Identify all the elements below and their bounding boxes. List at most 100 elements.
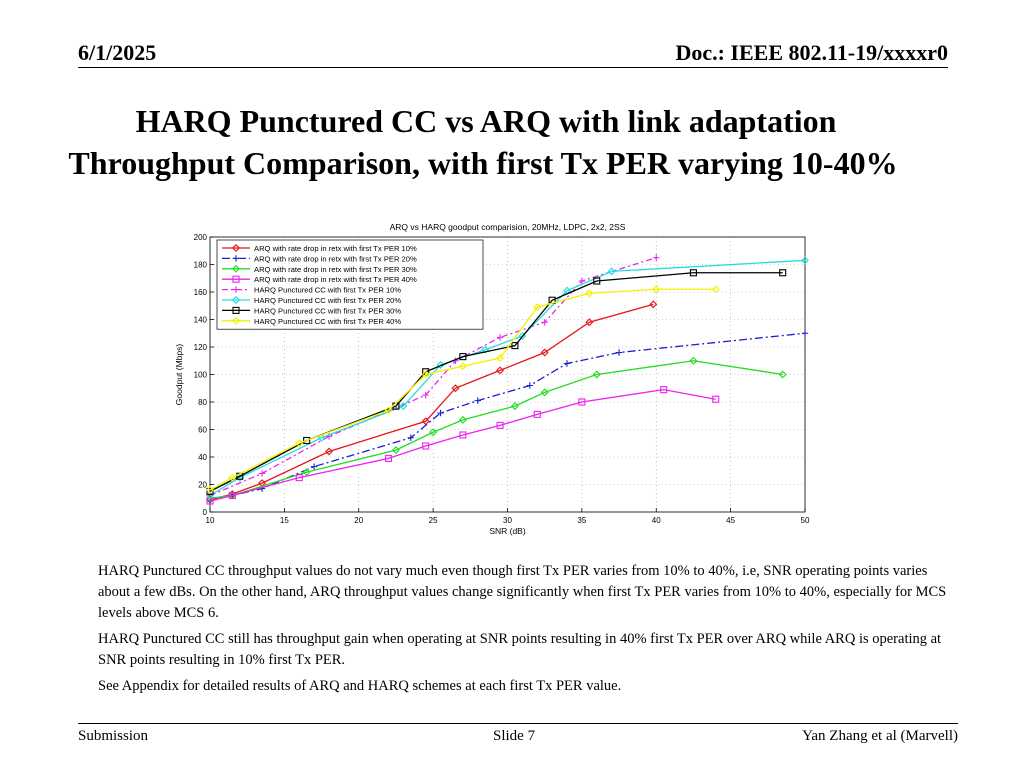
legend-box [216, 239, 484, 330]
data-point [533, 410, 541, 418]
data-point [325, 447, 333, 456]
body-paragraph-1: HARQ Punctured CC throughput values do n… [98, 563, 947, 621]
legend-label: HARQ Punctured CC with first Tx PER 10% [254, 286, 401, 295]
series-line [209, 272, 783, 492]
slide-title-line-1: HARQ Punctured CC vs ARQ with link adapt… [135, 103, 837, 139]
x-tick-label: 40 [652, 516, 661, 525]
y-tick-label: 0 [203, 508, 208, 517]
legend-label: ARQ with rate drop in retx with first Tx… [254, 244, 417, 253]
x-tick-label: 50 [801, 516, 810, 525]
data-point [689, 356, 698, 365]
data-point [458, 415, 467, 424]
data-point [459, 353, 467, 361]
series-line [209, 332, 806, 502]
data-point [801, 330, 809, 337]
series-8 [206, 285, 720, 494]
series-line [209, 388, 716, 502]
series-line [209, 288, 716, 491]
data-point [779, 269, 787, 277]
data-point [391, 446, 400, 455]
legend-label: HARQ Punctured CC with first Tx PER 40% [254, 317, 401, 326]
data-point [407, 434, 415, 441]
data-point [585, 318, 594, 327]
legend-label: ARQ with rate drop in retx with first Tx… [254, 265, 417, 274]
header-divider [78, 67, 948, 68]
footer-slide-number: Slide 7 [493, 728, 536, 744]
data-point [295, 439, 304, 448]
data-point [593, 277, 601, 285]
data-point [474, 397, 481, 404]
x-tick-label: 20 [354, 516, 363, 525]
x-axis-label: SNR (dB) [489, 526, 526, 536]
data-point [399, 402, 408, 411]
data-point [585, 289, 594, 298]
y-axis-label: Goodput (Mbps) [174, 344, 184, 406]
data-point [578, 398, 586, 406]
y-tick-label: 120 [194, 343, 208, 352]
y-tick-label: 140 [194, 316, 208, 325]
data-point [526, 382, 534, 389]
legend-marker [232, 306, 240, 314]
body-paragraph-2: HARQ Punctured CC still has throughput g… [98, 631, 942, 668]
data-point [712, 395, 720, 403]
data-point [206, 487, 214, 495]
data-point [711, 285, 720, 294]
data-point [689, 269, 697, 277]
slide-body: HARQ Punctured CC throughput values do n… [98, 561, 958, 702]
legend-marker [232, 286, 240, 293]
header-doc-id: Doc.: IEEE 802.11-19/xxxxr0 [675, 40, 948, 65]
legend-label: ARQ with rate drop in retx with first Tx… [254, 275, 417, 284]
data-point [303, 436, 311, 445]
footer-author: Yan Zhang et al (Marvell) [802, 728, 958, 744]
goodput-chart: 10 15 20 25 30 35 40 45 50 0 20 40 60 80 100 120 140 160 1… [174, 222, 810, 536]
data-point [310, 463, 318, 470]
data-point [563, 360, 571, 367]
data-point [578, 277, 586, 285]
data-point [660, 386, 668, 394]
x-tick-label: 25 [429, 516, 438, 525]
slide-title: HARQ Punctured CC vs ARQ with link adapt… [0, 100, 1024, 184]
legend-label: ARQ with rate drop in retx with first Tx… [254, 254, 417, 263]
y-tick-label: 60 [198, 426, 207, 435]
data-point [429, 428, 438, 437]
data-point [422, 391, 429, 399]
data-point [649, 300, 658, 309]
x-tick-label: 45 [726, 516, 735, 525]
data-point [607, 267, 616, 276]
legend-label: HARQ Punctured CC with first Tx PER 20% [254, 296, 401, 305]
data-point [302, 468, 311, 477]
legend-marker [232, 244, 240, 252]
data-point [235, 473, 244, 482]
data-point [653, 254, 660, 261]
data-point [496, 366, 505, 375]
data-point [540, 348, 549, 357]
legend-marker [232, 316, 240, 325]
data-point [540, 388, 549, 397]
data-point [511, 342, 519, 350]
data-point [496, 421, 504, 429]
data-point [778, 370, 787, 379]
data-point [510, 402, 519, 411]
data-point [437, 409, 444, 417]
data-point [317, 433, 326, 442]
slide-title-line-2: Throughput Comparison, with first Tx PER… [68, 145, 898, 181]
data-point [228, 491, 236, 500]
header-date: 6/1/2025 [78, 40, 157, 65]
x-tick-label: 30 [503, 516, 512, 525]
y-tick-label: 80 [198, 398, 207, 407]
legend-label: HARQ Punctured CC with first Tx PER 30% [254, 306, 401, 315]
footer-divider [78, 723, 958, 724]
data-point [592, 370, 601, 379]
chart-title: ARQ vs HARQ goodput comparision, 20MHz, … [390, 222, 626, 232]
y-tick-label: 40 [198, 453, 207, 462]
data-point [458, 362, 467, 371]
y-tick-label: 20 [198, 481, 207, 490]
data-point [295, 474, 303, 482]
body-paragraph-3: See Appendix for detailed results of ARQ… [98, 678, 622, 694]
x-tick-label: 10 [206, 516, 215, 525]
data-point [422, 442, 430, 450]
data-point [459, 431, 467, 439]
data-point [496, 334, 504, 341]
data-point [481, 345, 490, 354]
data-point [652, 285, 661, 294]
